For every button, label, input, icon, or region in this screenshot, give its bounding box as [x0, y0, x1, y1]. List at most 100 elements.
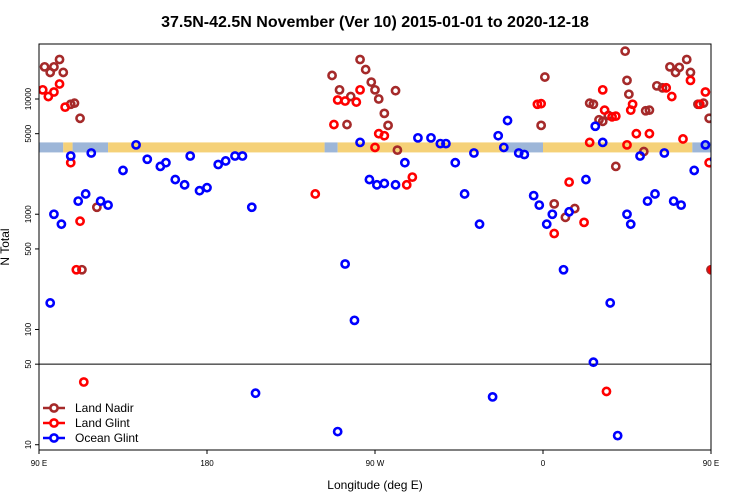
- band-segment-6: [505, 142, 543, 153]
- data-point: [459, 189, 470, 199]
- data-point: [170, 174, 181, 185]
- data-point: [719, 378, 726, 385]
- data-point: [597, 116, 608, 127]
- data-point: [597, 137, 608, 148]
- data-point: [644, 128, 655, 139]
- data-point: [213, 159, 224, 170]
- data-point: [487, 392, 498, 402]
- data-point: [340, 259, 351, 269]
- data-point: [549, 228, 560, 239]
- data-point: [623, 89, 634, 100]
- data-point: [689, 165, 700, 176]
- data-point: [345, 91, 356, 102]
- data-point: [450, 157, 461, 168]
- data-point: [340, 96, 351, 106]
- data-point: [644, 105, 655, 116]
- data-point: [493, 130, 504, 141]
- data-point: [390, 179, 401, 190]
- series-land-glint: [39, 75, 726, 397]
- data-point: [54, 54, 65, 65]
- data-point: [704, 157, 711, 168]
- y-tick-label: 10: [24, 440, 33, 449]
- data-point: [355, 54, 365, 65]
- data-point: [77, 264, 87, 275]
- data-point: [612, 430, 623, 441]
- y-axis: 10 50 100 500 1000 5000 10000: [24, 87, 39, 449]
- data-point: [469, 148, 479, 158]
- data-point: [676, 200, 687, 211]
- data-point: [694, 99, 705, 110]
- band-segment-0: [39, 142, 64, 153]
- data-point: [179, 179, 190, 190]
- data-point: [650, 189, 660, 199]
- band-segment-5: [337, 142, 506, 153]
- data-point: [399, 157, 410, 168]
- data-point: [659, 148, 670, 158]
- y-tick-label: 5000: [24, 124, 33, 142]
- data-point: [342, 119, 352, 130]
- data-point: [355, 84, 365, 95]
- data-point: [528, 190, 539, 201]
- legend-label: Land Nadir: [75, 401, 134, 415]
- data-point: [401, 179, 412, 190]
- data-point: [366, 77, 377, 88]
- data-point: [588, 357, 599, 368]
- data-point: [332, 95, 343, 105]
- data-point: [202, 182, 212, 193]
- band-segment-7: [543, 142, 693, 153]
- data-point: [622, 209, 632, 220]
- data-point: [536, 120, 547, 131]
- band-segment-3: [108, 142, 325, 153]
- data-point: [407, 172, 418, 182]
- data-point: [86, 148, 97, 158]
- data-point: [631, 128, 642, 139]
- data-point: [371, 179, 382, 190]
- data-point: [441, 138, 451, 149]
- legend-label: Land Glint: [75, 416, 130, 430]
- data-point: [722, 204, 729, 211]
- data-point: [39, 61, 50, 72]
- y-tick-label: 500: [24, 242, 33, 256]
- data-point: [498, 142, 509, 153]
- data-point: [360, 64, 371, 75]
- data-point: [39, 84, 48, 95]
- data-point: [329, 119, 339, 130]
- data-point: [685, 75, 696, 86]
- data-point: [73, 196, 84, 207]
- data-point: [71, 264, 82, 275]
- data-point: [541, 219, 552, 230]
- data-point: [581, 174, 591, 185]
- chart-title: 37.5N-42.5N November (Ver 10) 2015-01-01…: [161, 14, 589, 31]
- data-point: [635, 151, 645, 161]
- legend-marker: [49, 433, 59, 443]
- series-land-nadir: [39, 46, 729, 275]
- data-point: [601, 386, 612, 397]
- data-point: [75, 113, 85, 124]
- data-point: [379, 130, 390, 141]
- data-point: [49, 209, 59, 220]
- data-point: [194, 185, 205, 196]
- legend-marker: [49, 403, 59, 413]
- data-point: [685, 67, 696, 78]
- y-tick-label: 50: [24, 359, 33, 368]
- data-point: [426, 132, 436, 143]
- data-point: [250, 388, 261, 399]
- data-point: [706, 264, 711, 275]
- data-point: [95, 196, 106, 207]
- data-point: [519, 149, 530, 160]
- data-point: [413, 132, 423, 143]
- data-point: [588, 99, 599, 110]
- data-point: [56, 219, 67, 230]
- legend-label: Ocean Glint: [75, 431, 139, 445]
- data-point: [379, 178, 390, 189]
- legend-marker: [49, 418, 59, 428]
- data-point: [534, 200, 545, 211]
- data-point: [474, 219, 485, 230]
- data-point: [584, 137, 595, 148]
- data-point: [78, 377, 89, 387]
- data-point: [45, 298, 56, 308]
- data-point: [661, 82, 672, 93]
- data-point: [657, 82, 668, 93]
- data-point: [704, 113, 711, 124]
- data-point: [379, 108, 390, 119]
